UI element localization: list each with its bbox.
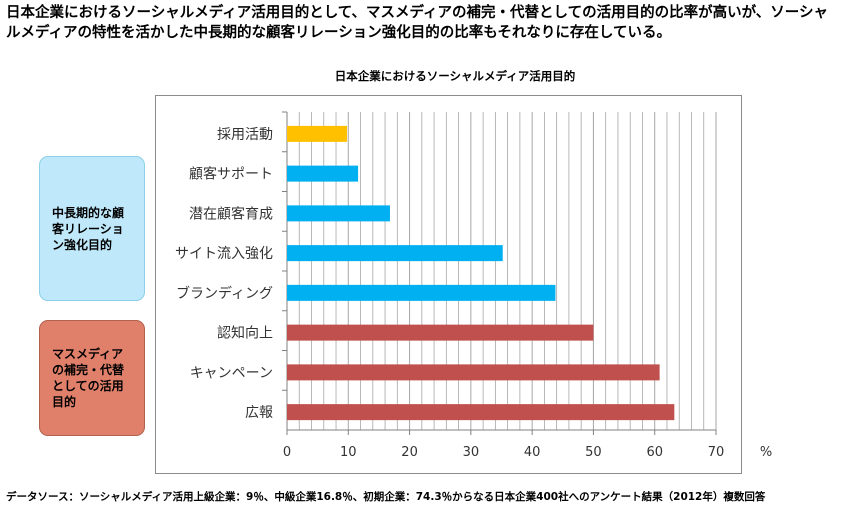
group-label-mid-term-relation: 中長期的な顧客リレーション強化目的	[39, 156, 145, 301]
bar	[287, 364, 660, 381]
bar	[287, 404, 675, 421]
x-tick-label: 60	[646, 445, 663, 460]
footnote: データソース：ソーシャルメディア活用上級企業：9％、中級企業16.8％、初期企業…	[6, 491, 766, 503]
category-label: キャンペーン	[190, 365, 273, 381]
category-label: 採用活動	[217, 127, 273, 143]
x-tick-label: 30	[463, 445, 480, 460]
x-tick-label: 40	[524, 445, 541, 460]
category-label: 顧客サポート	[189, 166, 273, 183]
x-tick-label: 70	[708, 445, 725, 460]
category-label: 広報	[245, 405, 273, 421]
bar	[287, 205, 390, 222]
group-label-mid-term-text: 中長期的な顧客リレーション強化目的	[52, 205, 125, 252]
category-label: ブランディング	[176, 285, 273, 302]
bar	[287, 165, 359, 182]
category-label: サイト流入強化	[175, 246, 273, 262]
headline: 日本企業におけるソーシャルメディア活用目的として、マスメディアの補完・代替として…	[6, 5, 828, 41]
chart-title: 日本企業におけるソーシャルメディア活用目的	[334, 69, 576, 83]
x-tick-label: 50	[585, 445, 602, 460]
x-tick-label: 10	[340, 445, 357, 460]
bar	[287, 125, 348, 142]
group-label-mass-media: マスメディアの補完・代替としての活用目的	[39, 320, 145, 436]
bar	[287, 284, 556, 301]
category-label: 潜在顧客育成	[189, 205, 273, 222]
x-tick-label: 20	[401, 445, 418, 460]
bar	[287, 245, 503, 262]
group-label-mass-media-text: マスメディアの補完・代替としての活用目的	[52, 347, 125, 409]
bar	[287, 324, 594, 341]
category-label: 認知向上	[217, 325, 273, 342]
x-unit-label: %	[760, 445, 772, 460]
x-tick-label: 0	[283, 445, 291, 460]
